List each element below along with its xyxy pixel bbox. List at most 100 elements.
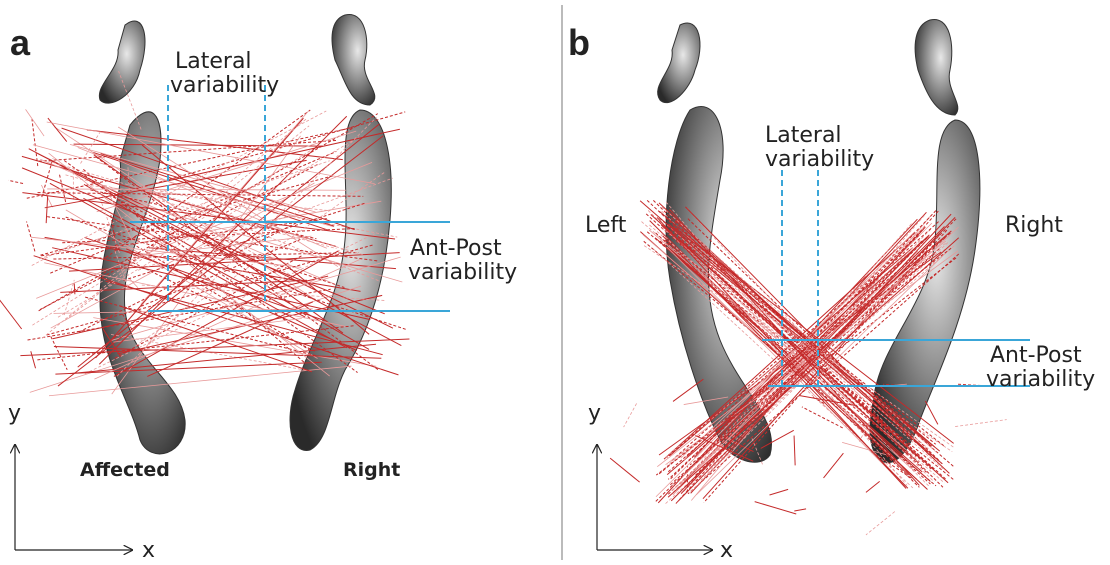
trajectory [685, 237, 946, 473]
trajectory [647, 210, 931, 488]
trajectory [84, 233, 375, 375]
trajectory [655, 247, 952, 476]
trajectory [60, 279, 307, 293]
trajectory [140, 111, 309, 305]
foot [914, 19, 959, 116]
trajectory [672, 378, 704, 402]
trajectory [117, 159, 327, 249]
trajectory [98, 115, 348, 365]
trajectory [661, 233, 910, 474]
trajectory [823, 452, 844, 479]
trajectory [140, 186, 398, 238]
trajectory [687, 218, 941, 462]
trajectory [20, 338, 410, 357]
trajectory [31, 119, 39, 167]
trajectory [25, 109, 45, 137]
trajectory [642, 234, 916, 472]
trajectory [44, 236, 361, 292]
trajectory [37, 152, 394, 329]
trajectory [39, 163, 319, 310]
trajectory [46, 244, 374, 336]
trajectory [127, 167, 131, 207]
trajectory [801, 406, 843, 429]
trajectory [673, 226, 954, 444]
trajectory [654, 237, 928, 503]
trajectory [646, 231, 920, 463]
trajectory [0, 299, 23, 330]
trajectory [858, 421, 870, 442]
trajectory [83, 168, 306, 364]
panel-a: a Lateral variability Ant-Post variabili… [0, 14, 517, 563]
trajectory [8, 179, 24, 184]
trajectory [47, 216, 378, 262]
trajectory [61, 127, 355, 231]
trajectory [44, 159, 307, 209]
trajectory [37, 192, 364, 197]
trajectory [113, 248, 129, 287]
trajectory [78, 216, 308, 333]
trajectory [57, 135, 384, 387]
trajectory [676, 223, 912, 490]
trajectory [27, 288, 331, 341]
trajectory [664, 239, 943, 464]
trajectory [680, 240, 923, 494]
trajectory [703, 229, 948, 503]
trajectory [682, 242, 941, 452]
trajectory [659, 240, 955, 481]
annotation: Ant-Post [410, 236, 502, 261]
trajectory [69, 252, 400, 272]
trajectory [41, 118, 308, 339]
trajectory [609, 457, 640, 483]
trajectory [49, 365, 352, 397]
trajectory [663, 232, 915, 460]
trajectory [695, 435, 754, 462]
trajectory [21, 167, 385, 315]
trajectory [646, 199, 936, 471]
trajectory [145, 128, 400, 187]
trajectory [118, 71, 142, 130]
trajectory [104, 185, 133, 242]
trajectory [117, 126, 339, 267]
trajectory [865, 480, 880, 493]
trajectory [63, 279, 75, 316]
trajectory [111, 135, 301, 395]
trajectory [120, 311, 133, 330]
foot-label: Right [1005, 213, 1063, 238]
trajectory [104, 192, 313, 299]
trajectory [662, 235, 909, 489]
trajectory [26, 126, 354, 199]
panel-label: a [10, 22, 31, 63]
trajectory [44, 262, 346, 327]
trajectory [658, 232, 951, 475]
trajectory [73, 143, 324, 147]
annotation: variability [408, 260, 517, 285]
trajectories [0, 71, 410, 397]
trajectory [50, 336, 68, 370]
trajectory [690, 245, 938, 493]
trajectory [52, 247, 371, 321]
trajectory [93, 154, 344, 334]
trajectory [84, 236, 325, 322]
trajectory [639, 200, 943, 465]
trajectory [128, 277, 139, 289]
annotation: variability [986, 367, 1095, 392]
trajectory [93, 317, 377, 367]
trajectory [83, 197, 306, 318]
trajectory [62, 227, 355, 244]
trajectory [53, 346, 382, 359]
trajectory [123, 202, 366, 281]
trajectory [760, 429, 794, 449]
trajectory [92, 151, 327, 231]
trajectory [73, 283, 76, 295]
trajectory [127, 259, 315, 352]
axis-label: y [8, 401, 21, 426]
trajectory [30, 236, 302, 268]
foot-label: Affected [80, 459, 170, 481]
foot [98, 20, 146, 104]
trajectory [135, 172, 385, 347]
trajectory [47, 188, 347, 191]
trajectory [80, 132, 101, 164]
trajectory [142, 219, 345, 289]
trajectory [137, 177, 393, 271]
